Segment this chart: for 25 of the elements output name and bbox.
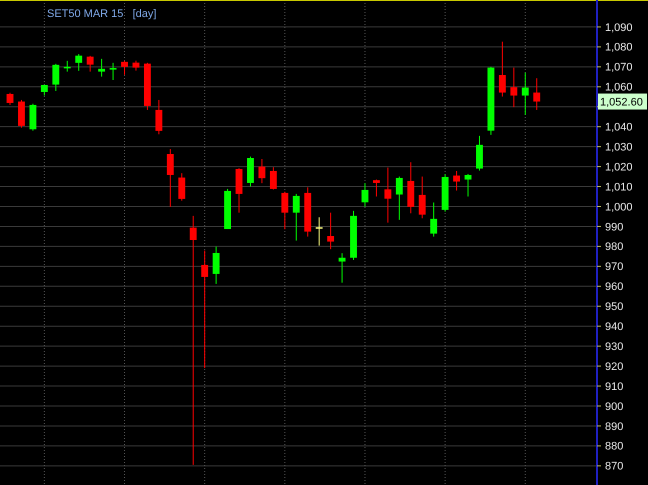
y-tick-label: 930: [605, 340, 624, 353]
y-tick-label: 980: [605, 241, 624, 254]
y-tick-label: 1,010: [605, 181, 633, 194]
y-tick-label: 1,060: [605, 82, 633, 94]
text: SET50 MAR 15 [day]: [47, 8, 156, 20]
y-tick-label: 990: [605, 221, 624, 234]
y-tick-label: 880: [605, 440, 624, 453]
y-tick-label: 870: [605, 460, 624, 473]
y-tick-label: 970: [605, 261, 624, 274]
y-tick-label: 910: [605, 380, 624, 393]
y-tick-label: 1,030: [605, 141, 633, 154]
text: 1,052.60: [600, 96, 643, 108]
y-tick-label: 960: [605, 281, 624, 294]
y-tick-label: 890: [605, 420, 624, 433]
y-tick-label: 1,080: [605, 42, 633, 54]
candlestick: [372, 179, 380, 198]
y-tick-label: 1,020: [605, 161, 633, 174]
y-tick-label: 1,090: [605, 22, 633, 34]
y-tick-label: 1,000: [605, 201, 633, 214]
y-tick-label: 940: [605, 321, 624, 334]
y-tick-label: 900: [605, 400, 624, 413]
y-tick-label: 920: [605, 360, 624, 373]
y-tick-label: 1,070: [605, 62, 633, 74]
y-tick-label: 950: [605, 301, 624, 314]
y-tick-label: 1,040: [605, 122, 633, 134]
